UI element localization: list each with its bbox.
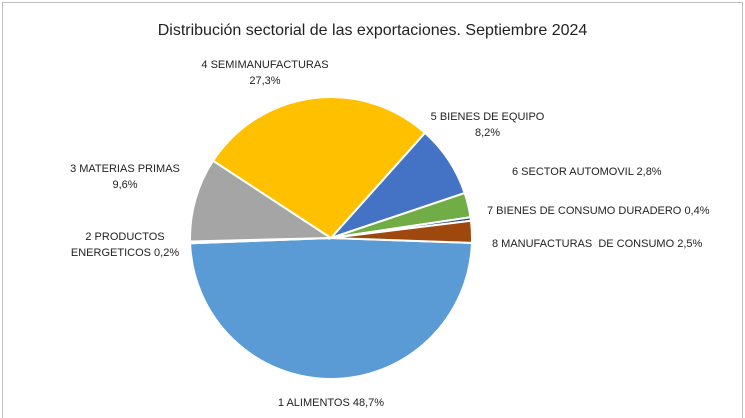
value-label: 48,7% [352, 397, 385, 409]
value-label: 9,6% [112, 179, 138, 191]
slice-label: 6 SECTOR AUTOMOVIL 2,8% [512, 164, 712, 180]
slice-label: 3 MATERIAS PRIMAS 9,6% [55, 161, 195, 193]
category-label: 6 SECTOR AUTOMOVIL [512, 166, 634, 178]
category-label: 7 BIENES DE CONSUMO DURADERO [487, 205, 682, 217]
pie-slice [330, 219, 473, 244]
pie-slice [211, 96, 427, 240]
category-label: 8 MANUFACTURAS DE CONSUMO [492, 238, 675, 250]
category-label: 1 ALIMENTOS [277, 397, 350, 409]
value-label: 27,3% [249, 75, 281, 87]
chart-title: Distribución sectorial de las exportacio… [157, 22, 588, 39]
slice-label: 1 ALIMENTOS 48,7% [231, 395, 431, 411]
pie-slice [189, 236, 473, 381]
slice-label: 4 SEMIMANUFACTURAS 27,3% [185, 57, 345, 89]
category-label: 5 BIENES DE EQUIPO [430, 111, 545, 123]
value-label: 0,2% [154, 247, 180, 259]
slice-label: 7 BIENES DE CONSUMO DURADERO 0,4% [487, 203, 737, 219]
category-label: 4 SEMIMANUFACTURAS [201, 59, 329, 71]
value-label: 8,2% [474, 127, 501, 139]
slice-label: 8 MANUFACTURAS DE CONSUMO 2,5% [492, 236, 742, 252]
category-label: 3 MATERIAS PRIMAS [70, 163, 180, 175]
pie-slice [189, 159, 335, 243]
slice-label: 5 BIENES DE EQUIPO 8,2% [420, 109, 555, 141]
value-label: 2,5% [677, 238, 703, 250]
value-label: 2,8% [636, 166, 662, 178]
category-label: 2 PRODUCTOS ENERGETICOS [70, 231, 165, 259]
slice-label: 2 PRODUCTOS ENERGETICOS 0,2% [60, 229, 190, 261]
value-label: 0,4% [684, 205, 710, 217]
